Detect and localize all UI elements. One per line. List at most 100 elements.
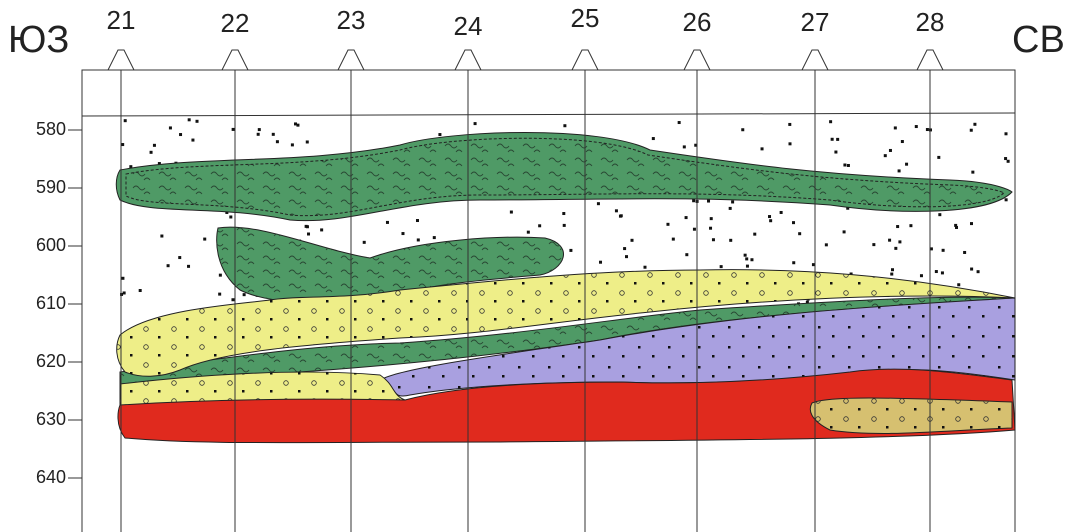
sand-dot <box>798 232 801 235</box>
sand-dot <box>258 128 261 131</box>
sand-dot <box>753 233 756 236</box>
depth-label: 600 <box>36 235 66 255</box>
sand-dot <box>894 126 897 129</box>
sand-dot <box>219 274 222 277</box>
sand-dot <box>685 216 688 219</box>
sand-dot <box>896 225 899 228</box>
sand-dot <box>1005 198 1008 201</box>
sand-dot <box>973 123 976 126</box>
sand-dot <box>683 145 686 148</box>
sand-dot <box>894 247 897 250</box>
sand-dot <box>872 243 875 246</box>
sand-dot <box>386 221 389 224</box>
sand-dot <box>123 291 126 294</box>
sand-dot <box>631 239 634 242</box>
well-marker <box>338 50 364 70</box>
sand-dot <box>160 235 163 238</box>
sand-dot <box>915 125 918 128</box>
sand-dot <box>306 140 309 143</box>
sand-dot <box>898 240 901 243</box>
sand-dot <box>977 270 980 273</box>
sand-dot <box>232 128 235 131</box>
sand-dot <box>167 264 170 267</box>
sand-dot <box>416 219 419 222</box>
sand-dot <box>643 266 646 269</box>
sand-dot <box>744 254 747 257</box>
depth-label: 580 <box>36 119 66 139</box>
sand-dot <box>563 124 566 127</box>
sand-dot <box>153 144 156 147</box>
sand-dot <box>307 232 310 235</box>
sand-dot <box>615 209 618 212</box>
sand-dot <box>121 143 124 146</box>
sand-dot <box>970 222 973 225</box>
sand-dot <box>196 120 199 123</box>
direction-right: СВ <box>1012 19 1065 61</box>
sand-dot <box>834 151 837 154</box>
sand-dot <box>746 265 749 268</box>
sand-dot <box>905 163 908 166</box>
sand-dot <box>294 122 297 125</box>
sand-dot <box>825 243 828 246</box>
sand-dot <box>272 133 275 136</box>
well-label: 28 <box>916 7 945 37</box>
sand-dot <box>829 120 832 123</box>
sand-dot <box>191 139 194 142</box>
sand-dot <box>955 226 958 229</box>
sand-dot <box>124 119 127 122</box>
sand-dot <box>672 238 675 241</box>
sand-dot <box>150 151 153 154</box>
sand-dot <box>229 215 232 218</box>
depth-label: 630 <box>36 409 66 429</box>
sand-dot <box>847 164 850 167</box>
well-label: 22 <box>221 8 250 38</box>
sand-dot <box>120 293 123 296</box>
sand-dot <box>920 274 923 277</box>
sand-dot <box>139 289 142 292</box>
sand-dot <box>1007 160 1010 163</box>
sand-dot <box>909 224 912 227</box>
sand-dot <box>937 156 940 159</box>
sand-dot <box>179 133 182 136</box>
sand-dot <box>750 258 753 261</box>
sand-dot <box>768 215 771 218</box>
sand-dot <box>710 217 713 220</box>
sand-dot <box>599 261 602 264</box>
sand-dot <box>243 293 246 296</box>
sand-dot <box>257 133 260 136</box>
sand-dot <box>666 223 669 226</box>
sand-dot <box>843 164 846 167</box>
sand-dot <box>971 171 974 174</box>
direction-left: ЮЗ <box>8 19 69 61</box>
sand-dot <box>363 241 366 244</box>
sand-dot <box>720 265 723 268</box>
well-label: 25 <box>571 3 600 33</box>
depth-label: 590 <box>36 177 66 197</box>
sand-dot <box>218 293 221 296</box>
well-marker <box>684 50 710 70</box>
sand-dot <box>935 270 938 273</box>
sand-dot <box>231 298 234 301</box>
sand-dot <box>709 227 712 230</box>
sand-dot <box>729 207 732 210</box>
sand-dot <box>761 147 764 150</box>
well-label: 26 <box>683 7 712 37</box>
sand-dot <box>891 268 894 271</box>
sand-dot <box>625 255 628 258</box>
sand-dot <box>527 231 530 234</box>
sand-dot <box>707 200 710 203</box>
sand-dot <box>178 256 181 259</box>
sand-dot <box>941 271 944 274</box>
sand-dot <box>401 232 404 235</box>
sand-dot <box>788 142 791 145</box>
sand-dot <box>970 268 973 271</box>
sand-dot <box>792 221 795 224</box>
sand-dot <box>291 143 294 146</box>
well-label: 24 <box>454 11 483 41</box>
well-marker <box>802 50 828 70</box>
sand-dot <box>685 253 688 256</box>
sand-dot <box>957 283 960 286</box>
sand-dot <box>731 200 734 203</box>
depth-label: 620 <box>36 351 66 371</box>
